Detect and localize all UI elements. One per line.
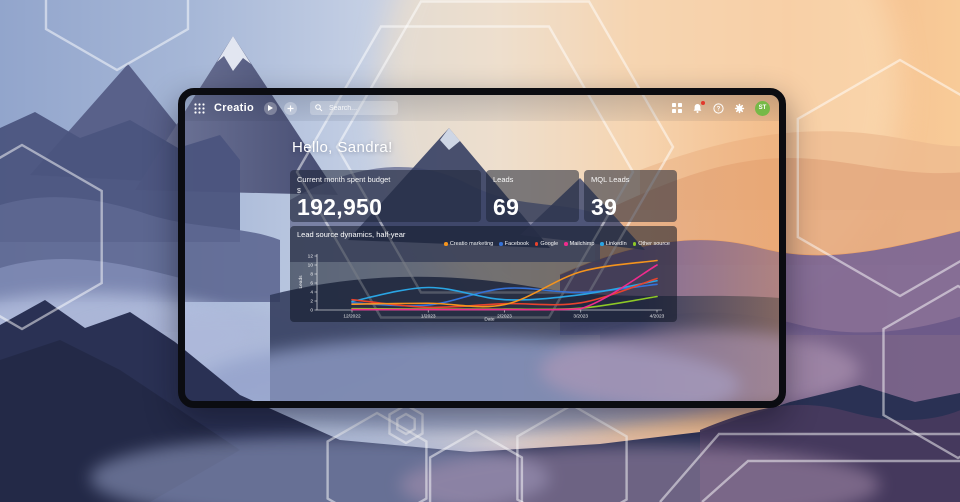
topbar-left-group: Creatio: [194, 101, 398, 115]
kpi-value: 69: [493, 194, 520, 220]
chart-title: Lead source dynamics, half-year: [297, 230, 406, 239]
svg-text:3/2023: 3/2023: [573, 314, 588, 320]
user-avatar[interactable]: ST: [755, 100, 770, 116]
play-icon: [268, 105, 273, 111]
app-topbar: Creatio: [185, 95, 779, 121]
kpi-title: MQL Leads: [591, 175, 630, 184]
kpi-title: Current month spent budget: [297, 175, 391, 184]
greeting-title: Hello, Sandra!: [292, 139, 393, 156]
svg-text:4/2023: 4/2023: [650, 314, 665, 320]
svg-text:2/2023: 2/2023: [497, 314, 512, 320]
notifications-icon[interactable]: [692, 100, 705, 114]
legend-dot: [499, 242, 503, 246]
help-icon[interactable]: ?: [713, 102, 724, 114]
line-chart: 0 2 4 6 8 10 12 12/2022 1/2023 2/2023 3/2023 4/2023…: [298, 254, 665, 323]
svg-text:8: 8: [310, 272, 313, 278]
svg-text:0: 0: [310, 308, 313, 314]
legend-item[interactable]: Mailchimp: [564, 241, 594, 247]
legend-dot: [632, 242, 637, 246]
svg-text:?: ?: [717, 106, 721, 112]
kpi-cards-row: Current month spent budget $ 192,950 Lea…: [290, 170, 677, 222]
chart-series-creatio-marketing: [351, 259, 658, 308]
app-window-content: Creatio: [185, 95, 779, 401]
kpi-card-leads[interactable]: Leads 69: [486, 170, 579, 222]
search-box[interactable]: [310, 101, 398, 115]
app-window: Creatio: [178, 88, 786, 408]
kpi-value: 192,950: [297, 194, 383, 220]
creatio-logo: Creatio: [214, 102, 254, 114]
svg-text:6: 6: [310, 281, 313, 287]
svg-text:10: 10: [308, 263, 314, 269]
x-axis-label: Date: [484, 317, 494, 323]
chart-series-linkedin: [351, 279, 658, 303]
legend-label: Google: [540, 241, 559, 247]
y-axis-label: Leads: [298, 275, 304, 289]
plus-icon: [287, 105, 294, 111]
search-input[interactable]: [327, 103, 393, 113]
legend-dot: [600, 242, 604, 246]
legend-dot: [534, 242, 539, 246]
legend-dot: [564, 242, 568, 246]
play-button[interactable]: [264, 101, 277, 115]
kpi-title: Leads: [493, 175, 514, 184]
svg-text:1/2023: 1/2023: [421, 314, 436, 320]
notification-badge-dot: [701, 100, 705, 105]
settings-icon[interactable]: [734, 103, 745, 114]
legend-dot: [444, 242, 448, 246]
app-menu-icon[interactable]: [194, 102, 205, 114]
search-icon: [315, 104, 323, 112]
chart-legend: Creatio marketing Facebook Google Mailchimp…: [444, 241, 670, 247]
topbar-right-group: ? ST: [672, 100, 770, 116]
legend-item[interactable]: Facebook: [499, 241, 529, 247]
chart-card: Lead source dynamics, half-year Creatio …: [290, 226, 677, 322]
svg-text:12: 12: [308, 254, 314, 260]
svg-text:2: 2: [310, 299, 313, 305]
legend-label: Other source: [638, 241, 670, 247]
legend-item[interactable]: Creatio marketing: [444, 241, 493, 247]
kpi-currency: $: [297, 188, 301, 195]
workspace-grid-icon[interactable]: [672, 103, 682, 113]
legend-item[interactable]: LinkedIn: [600, 241, 627, 247]
legend-label: Facebook: [504, 241, 529, 247]
kpi-card-mql-leads[interactable]: MQL Leads 39: [584, 170, 677, 222]
add-button[interactable]: [284, 101, 297, 115]
legend-item[interactable]: Other source: [632, 241, 670, 247]
legend-label: LinkedIn: [605, 241, 627, 247]
kpi-card-budget[interactable]: Current month spent budget $ 192,950: [290, 170, 481, 222]
chart-series-mailchimp: [351, 264, 658, 311]
legend-label: Mailchimp: [569, 241, 595, 247]
svg-text:4: 4: [310, 290, 313, 296]
legend-item[interactable]: Google: [534, 241, 559, 247]
kpi-value: 39: [591, 194, 618, 220]
svg-text:12/2022: 12/2022: [343, 314, 361, 320]
legend-label: Creatio marketing: [449, 241, 494, 247]
